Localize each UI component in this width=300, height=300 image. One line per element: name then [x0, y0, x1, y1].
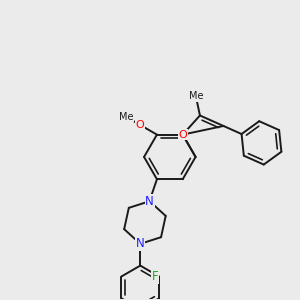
Text: F: F [152, 270, 158, 283]
Text: O: O [178, 130, 187, 140]
Text: N: N [136, 237, 145, 250]
Text: Me: Me [119, 112, 133, 122]
Text: Me: Me [189, 91, 203, 101]
Text: N: N [145, 195, 154, 208]
Text: O: O [135, 120, 144, 130]
